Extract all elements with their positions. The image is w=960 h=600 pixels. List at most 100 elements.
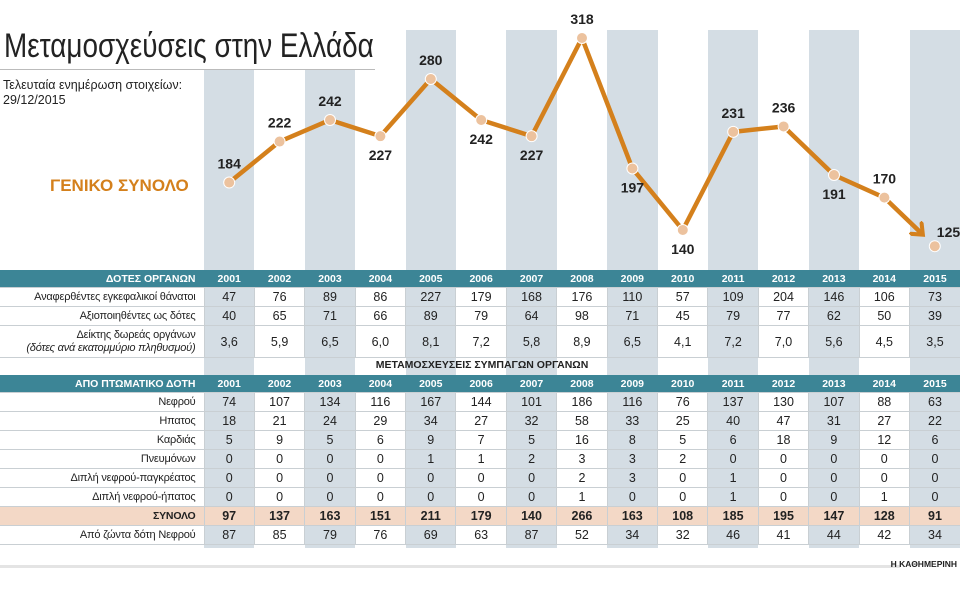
table-cell: 3 xyxy=(606,468,658,488)
data-point xyxy=(828,168,840,181)
data-point xyxy=(525,130,538,143)
table-cell: 101 xyxy=(505,392,557,412)
table-cell: 151 xyxy=(354,506,406,526)
year-header: 2004 xyxy=(354,375,406,393)
table-cell: 65 xyxy=(253,306,305,326)
data-label: 227 xyxy=(520,147,544,163)
data-point xyxy=(928,240,941,253)
year-header: 2001 xyxy=(203,270,255,288)
table-cell: 6,5 xyxy=(304,325,356,358)
year-header: 2008 xyxy=(556,270,608,288)
table-cell: 29 xyxy=(354,411,406,431)
data-point xyxy=(626,162,639,175)
row-label: Αξιοποιηθέντες ως δότες xyxy=(0,306,204,326)
table-cell: 106 xyxy=(858,287,910,307)
table-cell: 0 xyxy=(405,468,456,488)
table-cell: 163 xyxy=(304,506,356,526)
row-label: Διπλή νεφρού-παγκρέατος xyxy=(0,468,204,488)
row-label-text: Πνευμόνων xyxy=(140,453,196,465)
table-cell: 3 xyxy=(606,449,658,469)
table-cell: 40 xyxy=(707,411,759,431)
table-cell: 27 xyxy=(858,411,910,431)
table-cell: 0 xyxy=(253,468,305,488)
row-label: Καρδιάς xyxy=(0,430,204,450)
table-cell: 0 xyxy=(455,487,507,507)
table-cell: 4,1 xyxy=(657,325,708,358)
year-header: 2012 xyxy=(757,375,809,393)
table-cell: 89 xyxy=(304,287,356,307)
table-cell: 42 xyxy=(858,525,910,545)
donors-table: ΔΟΤΕΣ ΟΡΓΑΝΩΝ 2001 2002 2003 2004 2005 2006 20… xyxy=(0,270,960,358)
table-cell: 39 xyxy=(908,306,960,326)
table-cell: 45 xyxy=(657,306,708,326)
row-label: Πνευμόνων xyxy=(0,449,204,469)
row-label-text: Καρδιάς xyxy=(156,434,196,446)
table-cell: 128 xyxy=(858,506,910,526)
year-header: 2010 xyxy=(657,375,708,393)
row-label: Δείκτης δωρεάς οργάνων (δότες ανά εκατομμ… xyxy=(0,325,204,358)
data-label: 242 xyxy=(470,131,494,147)
row-label-text: Αναφερθέντες εγκεφαλικοί θάνατοι xyxy=(34,291,196,303)
row-label-text: Δείκτης δωρεάς οργάνων xyxy=(76,328,196,341)
table-cell: 0 xyxy=(858,468,910,488)
table-cell: 0 xyxy=(908,487,960,507)
table-cell: 3,5 xyxy=(908,325,960,358)
row-label-text: Νεφρού xyxy=(158,396,196,408)
data-point xyxy=(475,113,488,126)
table-cell: 31 xyxy=(808,411,860,431)
table-cell: 6,0 xyxy=(354,325,406,358)
total-row: ΣΥΝΟΛΟ 97 137 163 151 211 179 140 266 163 108 185 19… xyxy=(0,506,960,526)
year-header: 2005 xyxy=(405,270,456,288)
table-cell: 76 xyxy=(657,392,708,412)
table-cell: 185 xyxy=(707,506,759,526)
table-cell: 79 xyxy=(304,525,356,545)
data-point xyxy=(324,113,336,126)
data-label: 242 xyxy=(318,93,342,109)
last-update-note: Τελευταία ενημέρωση στοιχείων: 29/12/201… xyxy=(3,78,182,108)
table-cell: 108 xyxy=(657,506,708,526)
table-cell: 34 xyxy=(606,525,658,545)
table-cell: 47 xyxy=(203,287,255,307)
table-cell: 6 xyxy=(707,430,759,450)
data-label: 231 xyxy=(722,105,746,121)
table-cell: 110 xyxy=(606,287,658,307)
table-cell: 186 xyxy=(556,392,608,412)
data-point xyxy=(676,224,689,237)
data-point xyxy=(223,176,236,189)
table-cell: 58 xyxy=(556,411,608,431)
row-label-text: Ηπατος xyxy=(159,415,196,427)
row-label: Νεφρού xyxy=(0,392,204,412)
data-label: 191 xyxy=(822,186,846,202)
year-header: 2014 xyxy=(858,375,910,393)
table-cell: 85 xyxy=(253,525,305,545)
table-cell: 0 xyxy=(757,468,809,488)
table-cell: 32 xyxy=(657,525,708,545)
table-cell: 5 xyxy=(657,430,708,450)
table-cell: 66 xyxy=(354,306,406,326)
table-cell: 0 xyxy=(808,487,860,507)
row-label: ΣΥΝΟΛΟ xyxy=(0,506,204,526)
table-cell: 9 xyxy=(405,430,456,450)
data-point xyxy=(727,125,740,138)
table-cell: 195 xyxy=(757,506,809,526)
table-cell: 1 xyxy=(556,487,608,507)
table-cell: 2 xyxy=(556,468,608,488)
table-cell: 18 xyxy=(203,411,255,431)
data-label: 236 xyxy=(772,99,796,115)
year-header: 2005 xyxy=(405,375,456,393)
table-cell: 7,0 xyxy=(757,325,809,358)
data-label: 184 xyxy=(218,156,242,172)
table-cell: 79 xyxy=(455,306,507,326)
table-row: Καρδιάς 5 9 5 6 9 7 5 16 8 5 6 18 9 12 6 xyxy=(0,430,960,450)
table-cell: 0 xyxy=(304,468,356,488)
year-header: 2008 xyxy=(556,375,608,393)
last-update-label: Τελευταία ενημέρωση στοιχείων: xyxy=(3,78,183,92)
table-cell: 12 xyxy=(858,430,910,450)
table-cell: 0 xyxy=(203,468,255,488)
table-cell: 77 xyxy=(757,306,809,326)
table-cell: 176 xyxy=(556,287,608,307)
table-cell: 0 xyxy=(808,468,860,488)
table-cell: 8,1 xyxy=(405,325,456,358)
table-row: Διπλή νεφρού-παγκρέατος 0 0 0 0 0 0 0 2 3 0 1 0 0 0 0 xyxy=(0,468,960,488)
row-label-note: (δότες ανά εκατομμύριο πληθυσμού) xyxy=(26,341,196,354)
